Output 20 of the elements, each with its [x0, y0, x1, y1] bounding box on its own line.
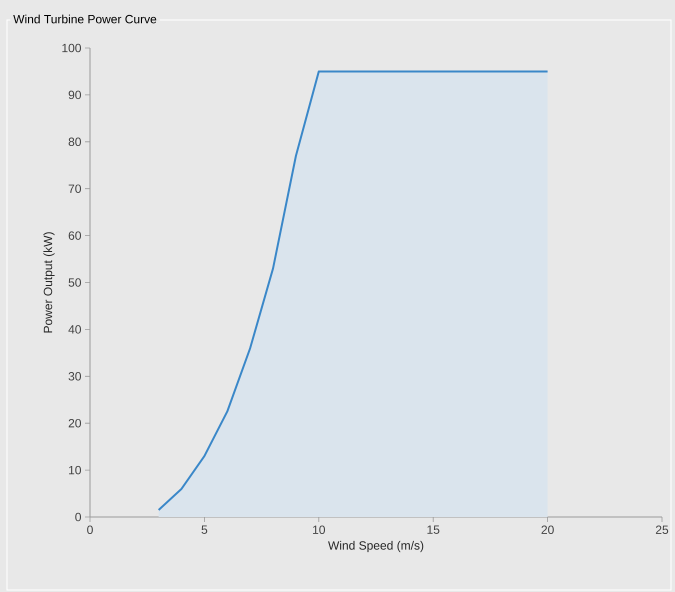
- y-tick-label: 50: [68, 278, 81, 287]
- x-tick-label: 20: [542, 526, 554, 534]
- y-tick-label: 90: [68, 90, 81, 100]
- y-tick-label: 70: [68, 184, 81, 193]
- y-tick-label: 40: [68, 325, 81, 334]
- y-tick-label: 80: [68, 138, 81, 146]
- x-tick-label: 10: [313, 526, 326, 534]
- y-tick-label: 30: [68, 372, 81, 381]
- y-tick-label: 60: [68, 231, 81, 240]
- x-tick-label: 5: [202, 526, 208, 534]
- chart-title: Wind Turbine Power Curve: [13, 14, 156, 24]
- x-tick-label: 25: [656, 526, 668, 534]
- x-tick-label: 0: [87, 526, 93, 534]
- y-tick-label: 10: [69, 466, 81, 474]
- x-axis-title: Wind Speed (m/s): [328, 540, 424, 552]
- x-tick-label: 15: [427, 526, 440, 534]
- y-tick-label: 20: [68, 418, 81, 428]
- y-tick-label: 100: [62, 44, 81, 52]
- y-axis-title: Power Output (kW): [43, 232, 55, 333]
- y-tick-label: 0: [75, 512, 81, 522]
